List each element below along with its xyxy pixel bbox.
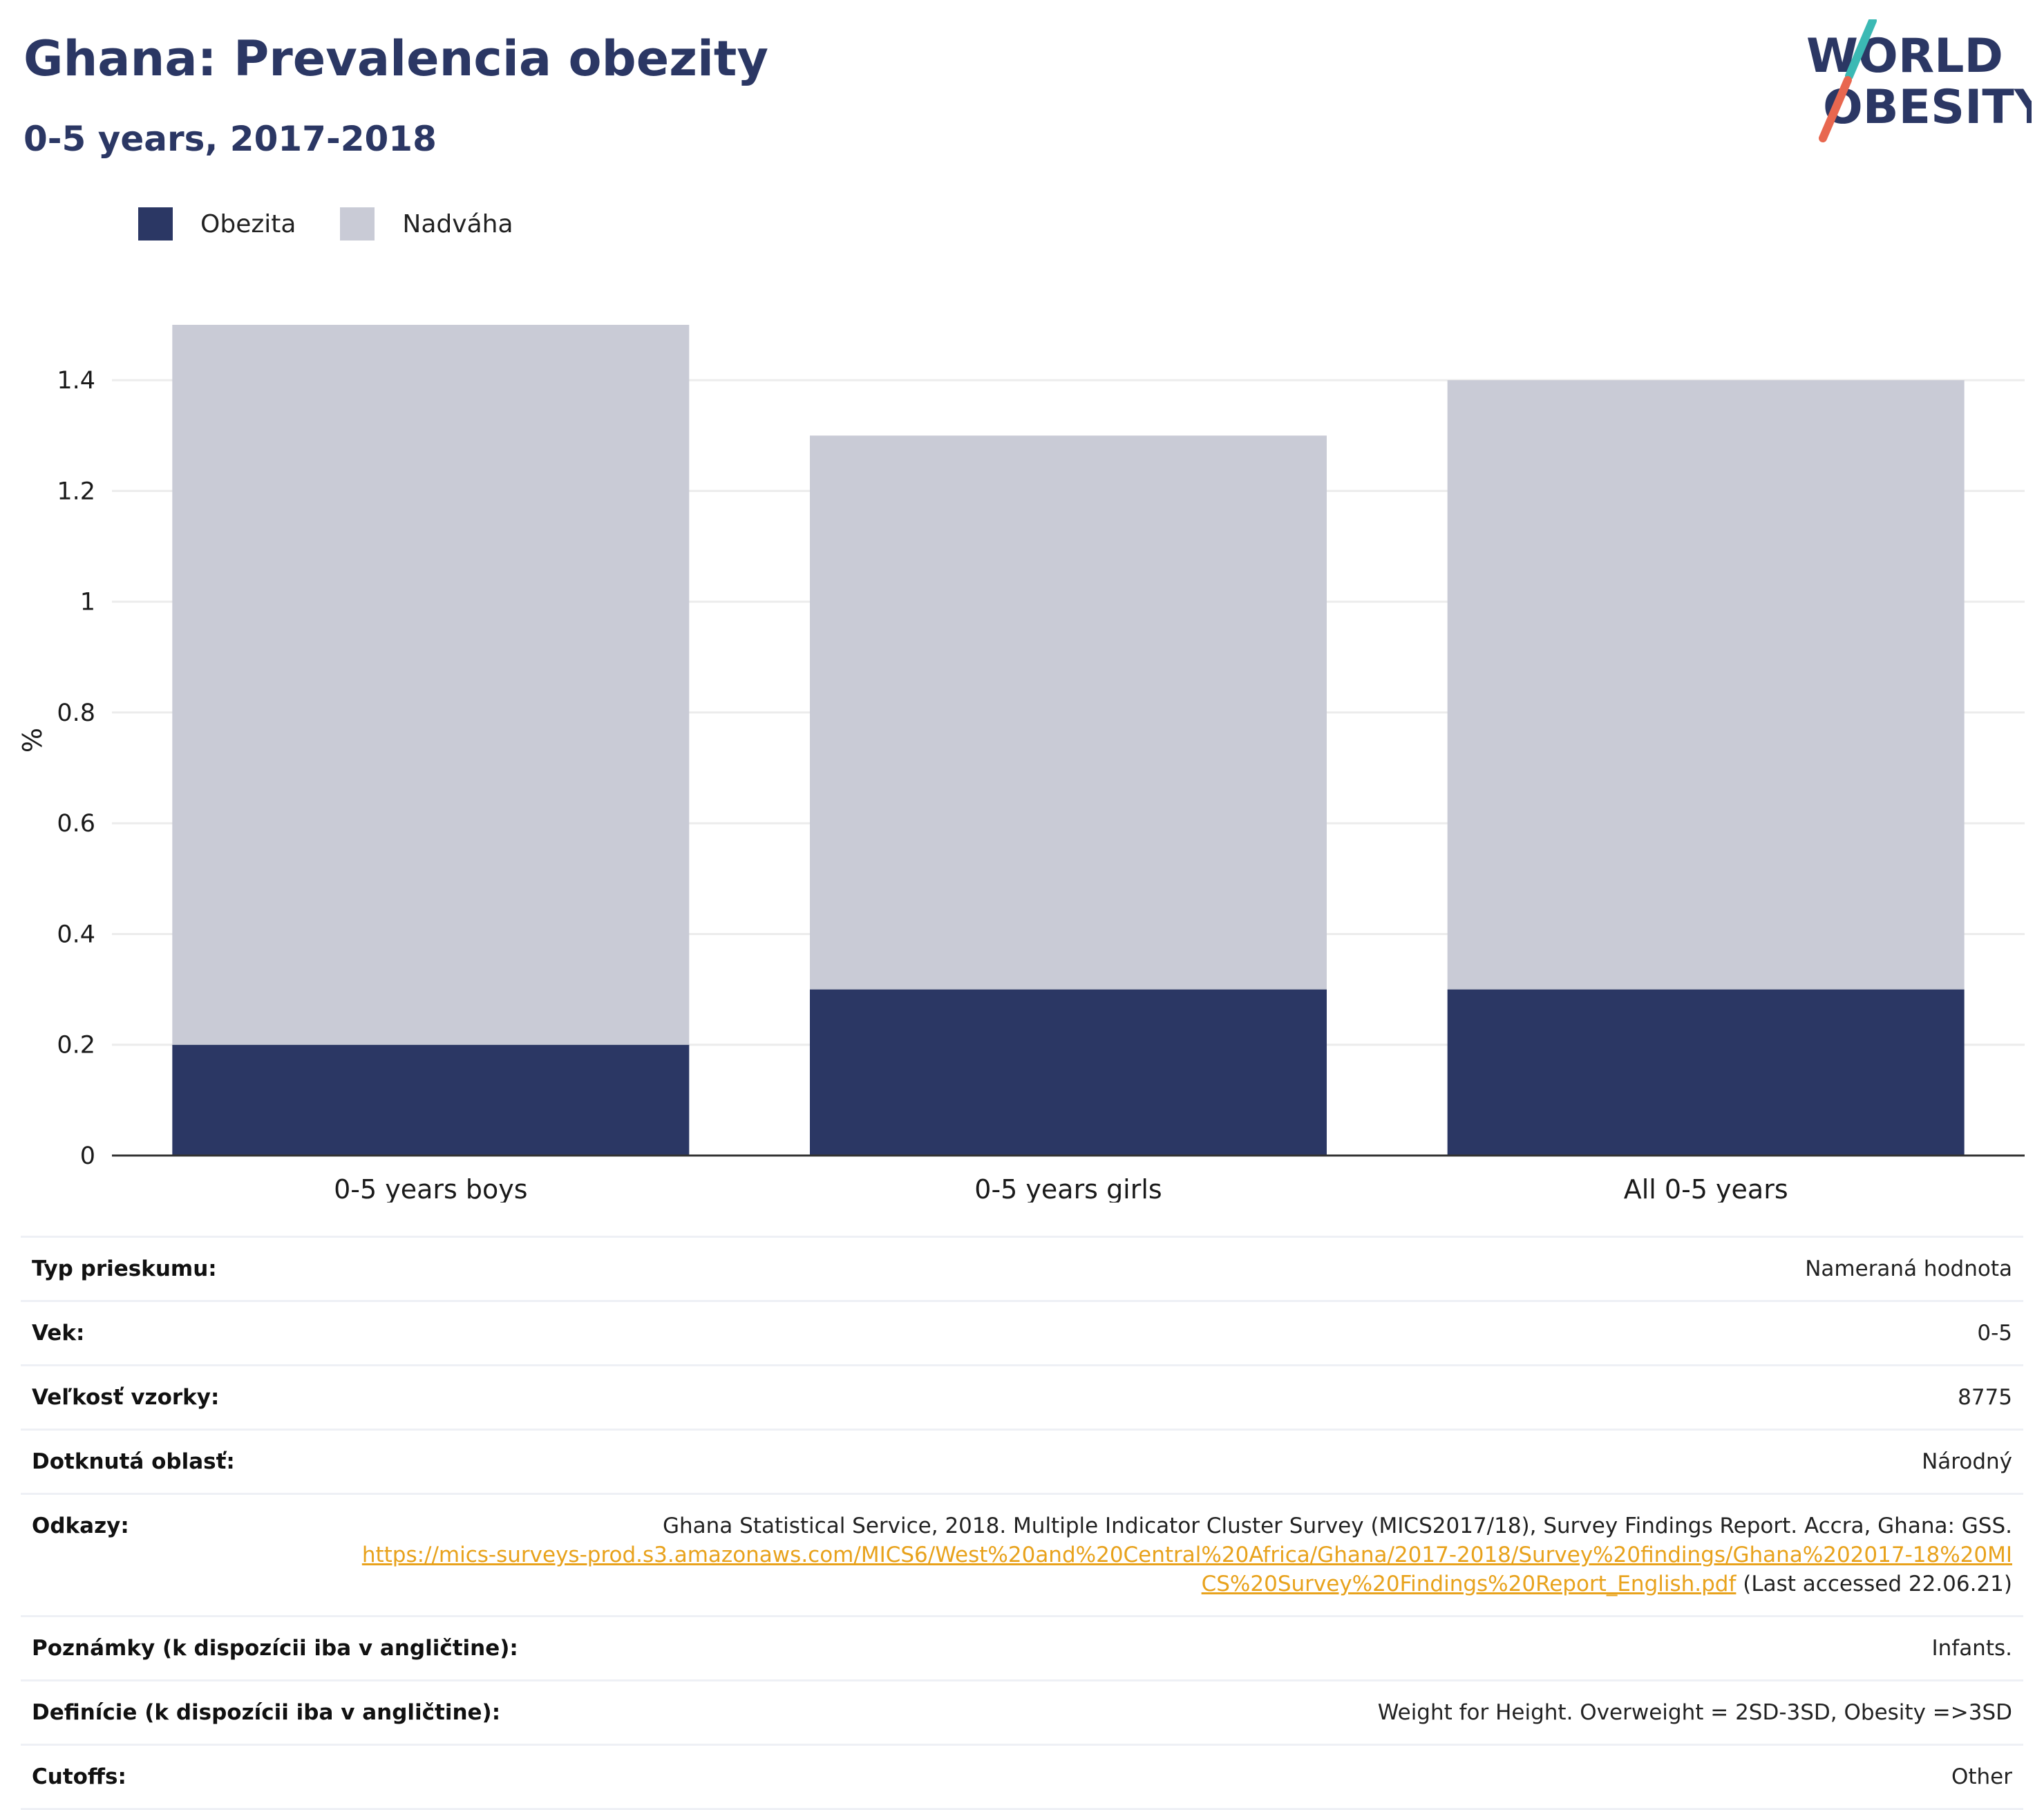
y-tick-label: 0 — [80, 1142, 95, 1170]
meta-label: Poznámky (k dispozícii iba v angličtine)… — [32, 1636, 518, 1661]
meta-label: Dotknutá oblasť: — [32, 1449, 235, 1474]
bar-obesity[interactable] — [172, 1044, 690, 1156]
meta-label: Odkazy: — [32, 1514, 129, 1538]
y-tick-label: 1.4 — [57, 367, 95, 395]
legend-label-overweight: Nadváha — [402, 209, 513, 238]
meta-value: Národný — [1922, 1449, 2012, 1474]
bar-overweight[interactable] — [172, 325, 690, 1045]
meta-row-sample-size: Veľkosť vzorky: 8775 — [21, 1366, 2023, 1431]
logo-text-obesity: OBESITY — [1823, 80, 2032, 135]
x-category-label: All 0-5 years — [1624, 1174, 1788, 1203]
meta-label: Cutoffs: — [32, 1764, 126, 1789]
chart-legend: Obezita Nadváha — [138, 205, 558, 243]
bar-chart: 0 0.2 0.4 0.6 0.8 1 1.2 1.4% 0-5 years boys 0-5 y… — [17, 325, 2025, 1203]
meta-label: Veľkosť vzorky: — [32, 1385, 220, 1410]
legend-swatch-obesity — [138, 207, 173, 241]
legend-item-overweight[interactable]: Nadváha — [340, 207, 513, 241]
x-category-label: 0-5 years girls — [974, 1174, 1162, 1203]
reference-accessed: (Last accessed 22.06.21) — [1743, 1572, 2012, 1596]
legend-item-obesity[interactable]: Obezita — [138, 207, 296, 241]
page-title: Ghana: Prevalencia obezity — [23, 30, 769, 87]
meta-label: Definície (k dispozícii iba v angličtine… — [32, 1700, 501, 1725]
bar-overweight[interactable] — [1447, 380, 1965, 990]
bar-obesity[interactable] — [810, 989, 1327, 1156]
meta-value: 8775 — [1958, 1385, 2012, 1410]
meta-row-notes: Poznámky (k dispozícii iba v angličtine)… — [21, 1617, 2023, 1681]
bar-obesity[interactable] — [1447, 989, 1965, 1156]
meta-row-cutoffs: Cutoffs: Other — [21, 1746, 2023, 1810]
reference-link[interactable]: https://mics-surveys-prod.s3.amazonaws.c… — [361, 1543, 2012, 1596]
y-tick-label: 0.2 — [57, 1032, 95, 1059]
meta-value: Nameraná hodnota — [1805, 1256, 2012, 1281]
bar-overweight[interactable] — [810, 435, 1327, 990]
meta-value: 0-5 — [1977, 1321, 2012, 1346]
reference-citation: Ghana Statistical Service, 2018. Multipl… — [662, 1514, 2012, 1538]
y-tick-label: 1.2 — [57, 478, 95, 505]
meta-row-age: Vek: 0-5 — [21, 1302, 2023, 1366]
logo-slash-orange — [1819, 76, 1852, 142]
world-obesity-logo[interactable]: WORLD OBESITY — [1804, 19, 2032, 151]
y-axis-title: % — [17, 728, 48, 753]
y-tick-label: 1 — [80, 589, 95, 616]
meta-label: Vek: — [32, 1321, 85, 1346]
logo-text-world: WORLD — [1806, 29, 2003, 84]
meta-row-survey-type: Typ prieskumu: Nameraná hodnota — [21, 1238, 2023, 1302]
meta-row-definitions: Definície (k dispozícii iba v angličtine… — [21, 1681, 2023, 1746]
meta-value-references: Ghana Statistical Service, 2018. Multipl… — [354, 1511, 2012, 1599]
meta-value: Other — [1951, 1764, 2012, 1789]
y-tick-label: 0.8 — [57, 699, 95, 727]
y-tick-label: 0.6 — [57, 810, 95, 838]
meta-value: Infants. — [1931, 1636, 2012, 1661]
meta-value: Weight for Height. Overweight = 2SD-3SD,… — [1377, 1700, 2012, 1725]
y-tick-label: 0.4 — [57, 921, 95, 948]
page-subtitle: 0-5 years, 2017-2018 — [23, 119, 437, 159]
legend-label-obesity: Obezita — [200, 209, 296, 238]
meta-label: Typ prieskumu: — [32, 1256, 217, 1281]
logo-slash-teal — [1845, 19, 1877, 80]
survey-metadata-table: Typ prieskumu: Nameraná hodnota Vek: 0-5… — [21, 1236, 2023, 1810]
x-category-label: 0-5 years boys — [334, 1174, 527, 1203]
meta-row-area: Dotknutá oblasť: Národný — [21, 1431, 2023, 1495]
legend-swatch-overweight — [340, 207, 375, 241]
meta-row-references: Odkazy: Ghana Statistical Service, 2018.… — [21, 1495, 2023, 1617]
